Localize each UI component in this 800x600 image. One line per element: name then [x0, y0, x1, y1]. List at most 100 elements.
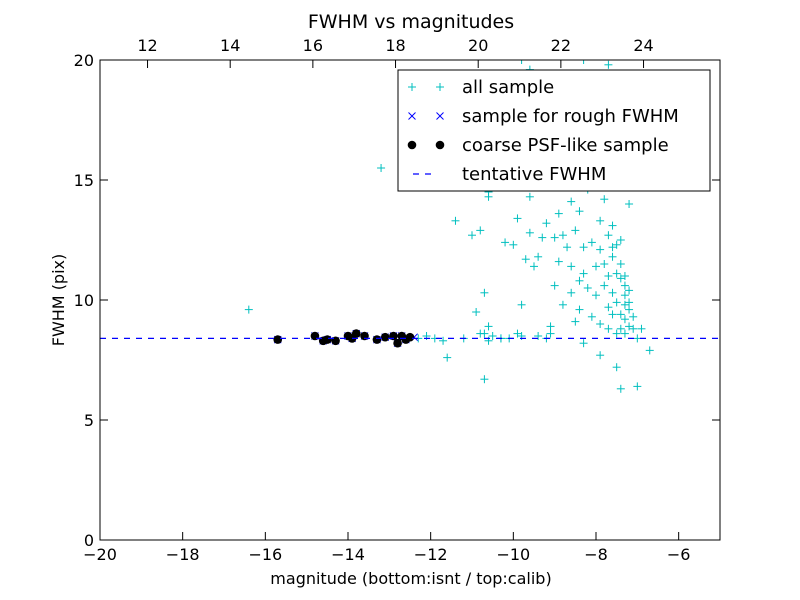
- point-0-26: [513, 329, 522, 338]
- point-0-52: [567, 288, 576, 297]
- point-0-84: [608, 252, 617, 261]
- point-2-15: [405, 332, 415, 342]
- point-0-49: [563, 243, 572, 252]
- point-0-65: [587, 312, 596, 321]
- point-0-108: [629, 324, 638, 333]
- point-0-36: [534, 252, 543, 261]
- x-tick-label-7: −6: [667, 545, 691, 564]
- legend-entry-2: coarse PSF-like sample: [407, 135, 669, 156]
- point-0-68: [596, 216, 605, 225]
- top-tick-label-4: 20: [468, 36, 488, 55]
- point-2-10: [380, 332, 390, 342]
- plot-area: [100, 60, 720, 393]
- point-0-12: [476, 226, 485, 235]
- point-0-37: [538, 233, 547, 242]
- point-0-56: [575, 207, 584, 216]
- point-2-12: [393, 338, 402, 348]
- point-0-50: [567, 197, 576, 206]
- point-0-100: [620, 272, 629, 280]
- point-0-42: [550, 233, 559, 242]
- point-0-94: [616, 260, 625, 268]
- point-0-107: [629, 312, 638, 321]
- legend-entry-1: sample for rough FWHM: [408, 106, 679, 127]
- top-tick-label-2: 16: [303, 36, 323, 55]
- point-0-66: [592, 262, 600, 271]
- point-2-0: [273, 335, 283, 344]
- point-0-102: [625, 305, 634, 314]
- point-0-109: [633, 382, 642, 391]
- point-0-35: [534, 332, 543, 340]
- legend-entry-3: tentative FWHM: [413, 164, 606, 185]
- point-0-13: [480, 288, 489, 297]
- top-tick-label-6: 24: [633, 36, 653, 55]
- point-0-57: [575, 305, 584, 314]
- point-0-14: [480, 375, 489, 384]
- point-0-20: [488, 332, 497, 340]
- y-tick-label-1: 5: [84, 411, 94, 430]
- point-0-25: [509, 240, 518, 249]
- top-tick-label-0: 12: [137, 36, 157, 55]
- point-0-7: [451, 216, 460, 225]
- point-0-58: [579, 243, 588, 252]
- point-0-79: [604, 272, 613, 280]
- point-2-9: [372, 335, 382, 344]
- point-0-40: [546, 329, 555, 338]
- point-0-28: [517, 300, 526, 309]
- point-0-23: [501, 238, 510, 247]
- y-tick-label-4: 20: [74, 51, 94, 70]
- point-0-53: [571, 317, 580, 326]
- legend-marker-1a-b: [408, 112, 416, 120]
- y-tick-label-2: 10: [74, 291, 94, 310]
- point-0-87: [612, 329, 621, 338]
- point-0-97: [620, 300, 629, 309]
- point-0-41: [546, 322, 555, 331]
- point-0-114: [604, 60, 613, 69]
- point-0-33: [530, 262, 538, 271]
- point-0-98: [620, 315, 629, 324]
- point-0-46: [558, 231, 567, 240]
- legend-marker-1b: [436, 112, 444, 120]
- legend-marker-0a: [408, 83, 416, 91]
- legend-label-1: sample for rough FWHM: [462, 106, 679, 127]
- point-0-74: [600, 195, 609, 204]
- point-0-103: [625, 286, 634, 295]
- point-0-31: [525, 192, 534, 201]
- point-0-91: [616, 274, 625, 283]
- y-tick-label-0: 0: [84, 531, 94, 550]
- point-0-92: [616, 310, 625, 319]
- point-0-106: [625, 298, 634, 307]
- legend-label-2: coarse PSF-like sample: [462, 135, 669, 156]
- point-0-10: [472, 308, 481, 316]
- point-0-32: [525, 228, 534, 237]
- point-0-73: [600, 281, 609, 290]
- point-0-54: [571, 226, 580, 235]
- point-0-15: [480, 329, 489, 338]
- point-0-90: [616, 236, 625, 244]
- x-tick-label-6: −8: [584, 545, 608, 564]
- point-0-9: [468, 231, 476, 240]
- point-0-101: [620, 329, 629, 338]
- chart-title: FWHM vs magnitudes: [308, 11, 514, 33]
- point-0-86: [612, 298, 621, 307]
- point-0-112: [645, 346, 654, 355]
- y-tick-label-3: 15: [74, 171, 94, 190]
- legend-marker-2a: [407, 140, 417, 150]
- legend: all sample sample for rough FWHM coarse PS…: [397, 69, 711, 192]
- point-0-70: [596, 320, 605, 328]
- legend-marker-0b: [436, 83, 444, 91]
- x-tick-label-1: −18: [166, 545, 200, 564]
- point-0-82: [608, 288, 617, 297]
- x-tick-label-0: −20: [83, 545, 117, 564]
- x-tick-label-4: −12: [414, 545, 448, 564]
- point-0-85: [612, 240, 621, 249]
- x-tick-label-3: −14: [331, 545, 365, 564]
- legend-marker-2b: [435, 140, 445, 150]
- x-tick-label-5: −10: [496, 545, 530, 564]
- point-0-5: [439, 336, 448, 345]
- legend-marker-1b-b: [436, 112, 444, 120]
- point-0-83: [608, 310, 617, 319]
- x-tick-label-2: −16: [248, 545, 282, 564]
- point-2-7: [351, 329, 361, 338]
- point-0-45: [554, 257, 563, 266]
